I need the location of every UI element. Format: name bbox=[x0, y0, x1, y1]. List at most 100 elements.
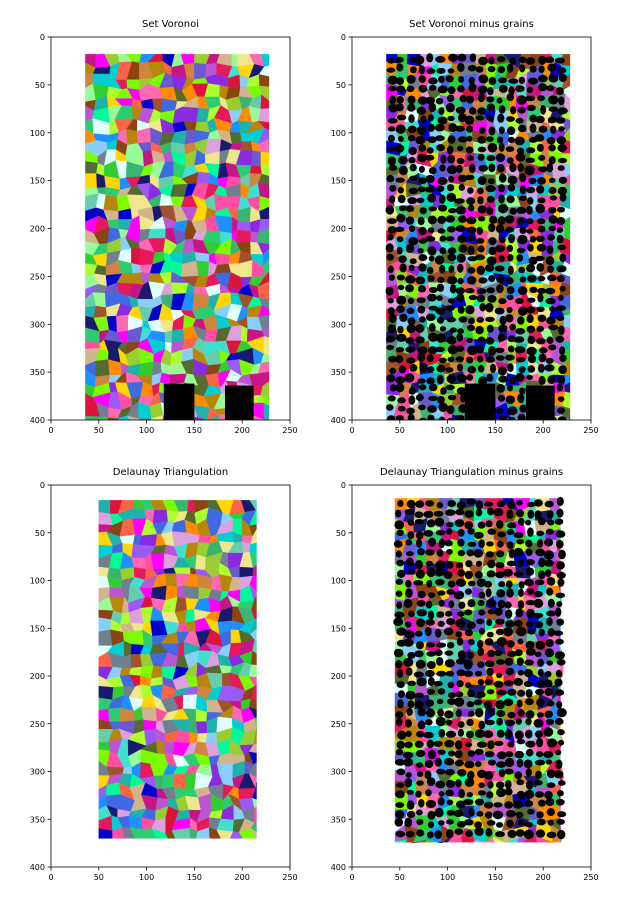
grain-hole bbox=[394, 611, 405, 619]
grain-hole bbox=[516, 95, 527, 105]
grain-hole bbox=[527, 629, 536, 635]
grain-hole bbox=[454, 828, 464, 835]
grain-hole bbox=[496, 822, 504, 828]
grain-hole bbox=[496, 284, 504, 294]
grain-hole bbox=[396, 740, 405, 750]
grain-hole bbox=[499, 315, 507, 326]
grain-hole bbox=[548, 177, 556, 184]
grain-hole bbox=[418, 165, 425, 173]
grain-hole bbox=[456, 501, 466, 510]
grain-hole bbox=[556, 561, 565, 570]
y-tick-label: 300 bbox=[331, 768, 346, 777]
cell bbox=[95, 359, 110, 377]
grain-hole bbox=[427, 610, 435, 620]
grain-hole bbox=[425, 154, 435, 161]
grain-hole bbox=[406, 357, 416, 364]
grain-hole bbox=[455, 356, 464, 362]
grain-hole bbox=[489, 215, 498, 224]
grain-hole bbox=[387, 226, 397, 234]
grain-hole bbox=[455, 508, 465, 516]
grain-hole bbox=[517, 147, 525, 155]
grain-hole bbox=[457, 263, 464, 273]
grain-hole bbox=[525, 599, 536, 606]
grain-hole bbox=[458, 184, 465, 191]
grain-hole bbox=[464, 588, 473, 595]
grain-hole bbox=[434, 123, 445, 132]
grain-hole bbox=[415, 659, 426, 669]
grain-hole bbox=[456, 637, 464, 646]
grain-hole bbox=[506, 580, 513, 589]
grain-hole bbox=[545, 256, 555, 266]
grain-hole bbox=[444, 710, 454, 719]
grain-hole bbox=[516, 699, 523, 708]
grain-hole bbox=[466, 730, 474, 739]
grain-hole bbox=[524, 95, 536, 102]
grain-hole bbox=[456, 374, 467, 382]
grain-hole bbox=[395, 177, 406, 183]
grain-hole bbox=[396, 114, 407, 121]
grain-hole bbox=[386, 146, 397, 152]
grain-hole bbox=[448, 298, 456, 304]
grain-hole bbox=[546, 234, 556, 241]
grain-hole bbox=[478, 539, 485, 548]
grain-hole bbox=[548, 74, 559, 83]
grain-hole bbox=[525, 621, 535, 628]
grain-hole bbox=[385, 205, 395, 215]
grain-hole bbox=[396, 63, 404, 72]
grain-hole bbox=[524, 822, 534, 828]
grain-hole bbox=[426, 354, 434, 363]
y-tick-label: 100 bbox=[30, 577, 45, 586]
grain-hole bbox=[456, 293, 465, 303]
grain-hole bbox=[464, 629, 473, 637]
grain-hole bbox=[487, 405, 497, 415]
grain-hole bbox=[475, 571, 483, 579]
grain-hole bbox=[557, 407, 566, 414]
dark-block bbox=[163, 383, 195, 420]
cell bbox=[193, 405, 211, 420]
grain-hole bbox=[464, 570, 473, 580]
x-tick-label: 200 bbox=[235, 426, 250, 435]
grain-hole bbox=[414, 700, 424, 709]
grain-hole bbox=[456, 669, 466, 677]
grain-hole bbox=[387, 118, 398, 124]
cell bbox=[159, 372, 171, 385]
y-tick-label: 300 bbox=[331, 320, 346, 329]
grain-hole bbox=[557, 67, 567, 74]
cell bbox=[254, 717, 257, 734]
grain-hole bbox=[526, 648, 536, 656]
grain-hole bbox=[514, 649, 523, 657]
grain-hole bbox=[455, 345, 465, 352]
grain-hole bbox=[507, 157, 514, 164]
grain-hole bbox=[494, 245, 506, 253]
grain-hole bbox=[527, 335, 536, 345]
grain-hole bbox=[427, 114, 434, 122]
grain-hole bbox=[487, 649, 496, 658]
grain-hole bbox=[534, 651, 542, 657]
grain-hole bbox=[425, 800, 437, 808]
grain-hole bbox=[447, 247, 457, 255]
grain-hole bbox=[504, 801, 514, 809]
grain-hole bbox=[407, 125, 417, 134]
grain-hole bbox=[407, 297, 415, 305]
grain-hole bbox=[463, 670, 473, 677]
grain-hole bbox=[515, 327, 526, 335]
grain-hole bbox=[397, 669, 404, 678]
grain-hole bbox=[429, 383, 438, 392]
chart-title: Delaunay Triangulation bbox=[113, 467, 228, 478]
grain-hole bbox=[556, 234, 564, 244]
grain-hole bbox=[529, 235, 537, 243]
grain-hole bbox=[484, 638, 494, 646]
grain-hole bbox=[436, 144, 445, 152]
grain-hole bbox=[545, 357, 554, 364]
grain-hole bbox=[394, 520, 405, 530]
chart-title: Delaunay Triangulation minus grains bbox=[380, 467, 563, 478]
grain-hole bbox=[538, 557, 546, 568]
grain-hole bbox=[548, 225, 556, 232]
grain-hole bbox=[516, 758, 524, 768]
grain-hole bbox=[507, 126, 516, 136]
x-tick-label: 150 bbox=[488, 873, 503, 882]
cell bbox=[214, 253, 231, 266]
grain-hole bbox=[438, 75, 445, 83]
grain-hole bbox=[418, 417, 428, 420]
grain-hole bbox=[526, 86, 534, 93]
